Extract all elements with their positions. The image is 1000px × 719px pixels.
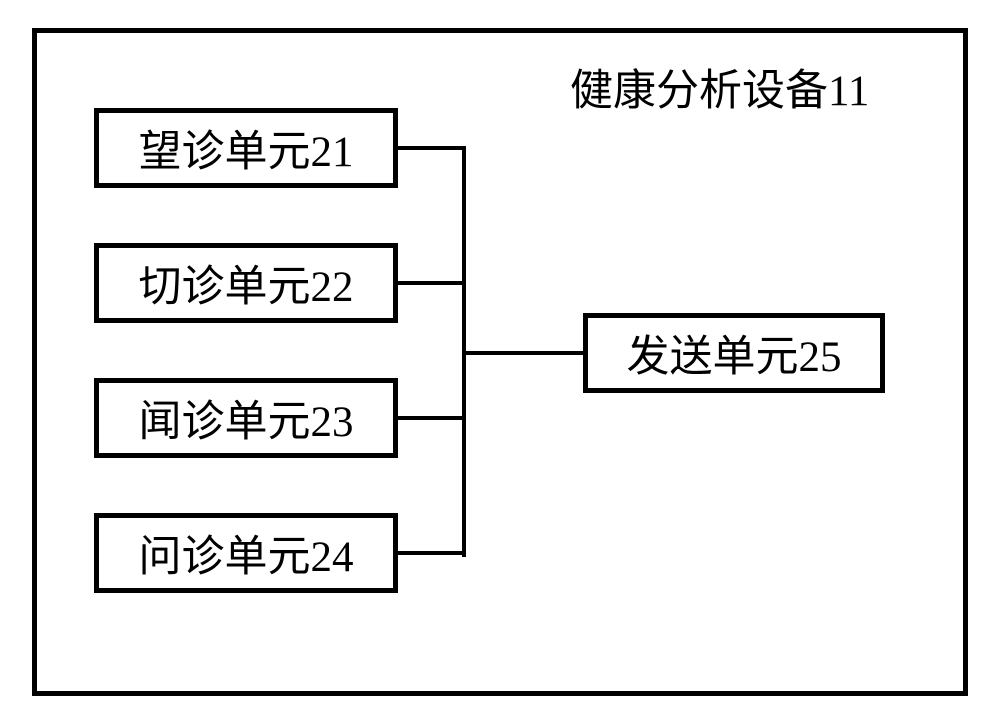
node-visual-diagnosis-21: 望诊单元21	[94, 108, 398, 188]
node-label: 望诊单元21	[139, 117, 354, 179]
node-label: 发送单元25	[627, 322, 842, 384]
connector-left-stub-2	[398, 416, 466, 420]
connector-left-stub-1	[398, 281, 466, 285]
node-label: 闻诊单元23	[139, 387, 354, 449]
diagram-title: 健康分析设备11	[570, 56, 869, 118]
node-label: 问诊单元24	[139, 522, 354, 584]
connector-left-stub-0	[398, 146, 466, 150]
node-inquiry-diagnosis-24: 问诊单元24	[94, 513, 398, 593]
connector-left-stub-3	[398, 551, 466, 555]
node-pulse-diagnosis-22: 切诊单元22	[94, 243, 398, 323]
connector-right-stub	[462, 351, 583, 355]
node-label: 切诊单元22	[139, 252, 354, 314]
node-auscultation-diagnosis-23: 闻诊单元23	[94, 378, 398, 458]
node-send-unit-25: 发送单元25	[583, 313, 885, 393]
